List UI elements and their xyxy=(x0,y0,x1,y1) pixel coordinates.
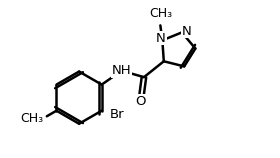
Text: N: N xyxy=(181,25,191,38)
Text: CH₃: CH₃ xyxy=(149,7,172,20)
Text: CH₃: CH₃ xyxy=(21,112,44,125)
Text: O: O xyxy=(135,95,146,108)
Text: N: N xyxy=(156,32,166,45)
Text: NH: NH xyxy=(112,64,131,77)
Text: Br: Br xyxy=(110,108,124,121)
